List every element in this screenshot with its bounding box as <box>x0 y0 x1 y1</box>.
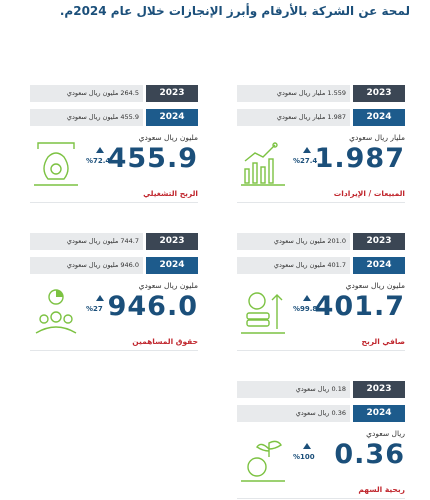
kpi-label: حقوق المساهمين <box>132 337 198 346</box>
divider <box>237 202 405 203</box>
up-arrow <box>96 147 104 153</box>
icon <box>34 141 80 191</box>
year-cell: 2023 <box>353 85 405 102</box>
year-value: 264.5 مليون ريال سعودي <box>30 85 143 102</box>
icon <box>241 437 287 487</box>
year-value: 455.9 مليون ريال سعودي <box>30 109 143 126</box>
kpi-value: 0.36 <box>334 439 405 470</box>
year-value: 201.0 مليون ريال سعودي <box>237 233 350 250</box>
year-value: 1.987 مليار ريال سعودي <box>237 109 350 126</box>
icon <box>241 289 287 339</box>
change: %99.8 <box>293 305 318 313</box>
year-cell: 2024 <box>146 257 198 274</box>
year-value: 744.7 مليون ريال سعودي <box>30 233 143 250</box>
change: %72.4 <box>86 157 111 165</box>
year-value: 1.559 مليار ريال سعودي <box>237 85 350 102</box>
kpi-card: 2023 744.7 مليون ريال سعودي 2024 946.0 مليو… <box>30 233 198 353</box>
unit: مليون ريال سعودي <box>345 281 405 290</box>
kpi-card: 2023 264.5 مليون ريال سعودي 2024 455.9 مليو… <box>30 85 198 205</box>
icon <box>34 289 80 339</box>
unit: مليون ريال سعودي <box>138 133 198 142</box>
unit: ريال سعودي <box>366 429 405 438</box>
year-value: 0.18 ريال سعودي <box>237 381 350 398</box>
change: %27 <box>86 305 103 313</box>
year-cell: 2024 <box>146 109 198 126</box>
divider <box>237 350 405 351</box>
year-cell: 2024 <box>353 405 405 422</box>
divider <box>237 498 405 499</box>
year-cell: 2024 <box>353 109 405 126</box>
kpi-label: الربح التشغيلي <box>143 189 198 198</box>
up-arrow <box>303 147 311 153</box>
year-value: 946.0 مليون ريال سعودي <box>30 257 143 274</box>
icon-graphic <box>34 142 78 186</box>
unit: مليار ريال سعودي <box>349 133 405 142</box>
year-cell: 2023 <box>146 85 198 102</box>
icon-graphic <box>241 440 285 482</box>
kpi-value: 1.987 <box>314 143 405 174</box>
divider <box>30 350 198 351</box>
year-cell: 2023 <box>353 233 405 250</box>
kpi-value: 455.9 <box>107 143 198 174</box>
icon <box>241 141 287 191</box>
kpi-label: صافي الربح <box>361 337 405 346</box>
year-cell: 2023 <box>353 381 405 398</box>
up-arrow <box>303 443 311 449</box>
kpi-value: 401.7 <box>314 291 405 322</box>
icon-graphic <box>35 289 77 334</box>
up-arrow <box>96 295 104 301</box>
change: %100 <box>293 453 315 461</box>
kpi-label: المبيعات / الإيرادات <box>333 189 405 198</box>
change: %27.4 <box>293 157 318 165</box>
year-cell: 2023 <box>146 233 198 250</box>
title: لمحة عن الشركة بالأرقام وأبرز الإنجازات … <box>59 4 410 18</box>
kpi-value: 946.0 <box>107 291 198 322</box>
divider <box>30 202 198 203</box>
kpi-label: ربحية السهم <box>358 485 405 494</box>
year-cell: 2024 <box>353 257 405 274</box>
up-arrow <box>303 295 311 301</box>
year-value: 401.7 مليون ريال سعودي <box>237 257 350 274</box>
kpi-card: 2023 201.0 مليون ريال سعودي 2024 401.7 مليو… <box>237 233 405 353</box>
unit: مليون ريال سعودي <box>138 281 198 290</box>
kpi-card: 2023 0.18 ريال سعودي 2024 0.36 ريال سعودي ري… <box>237 381 405 500</box>
kpi-card: 2023 1.559 مليار ريال سعودي 2024 1.987 مليا… <box>237 85 405 205</box>
icon-graphic <box>241 142 285 186</box>
icon-graphic <box>241 292 285 334</box>
year-value: 0.36 ريال سعودي <box>237 405 350 422</box>
